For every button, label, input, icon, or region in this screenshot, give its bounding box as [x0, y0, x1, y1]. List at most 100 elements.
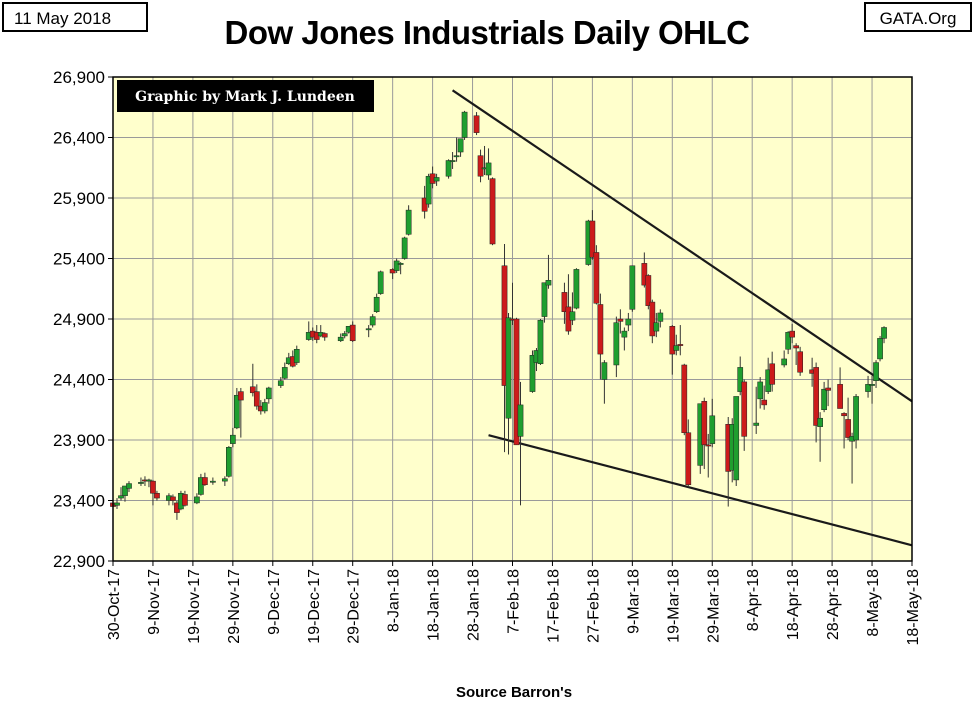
ohlc-bar [617, 309, 624, 334]
ohlc-bar [517, 381, 524, 506]
bar-body [649, 301, 656, 337]
bar-body [569, 311, 576, 321]
ohlc-bar [797, 346, 803, 376]
bar-body [445, 160, 452, 177]
ohlc-bar [182, 490, 188, 507]
ohlc-bar [753, 386, 760, 434]
ohlc-bar [837, 367, 843, 409]
date-label: 11 May 2018 [2, 2, 148, 32]
bar-body [757, 381, 764, 400]
x-tick-label: 27-Feb-18 [585, 569, 602, 643]
y-tick-label: 24,400 [53, 371, 105, 390]
bar-body [793, 345, 799, 349]
bar-body [202, 477, 208, 486]
ohlc-bar [865, 375, 871, 398]
y-axis-labels: 22,900 23,400 23,900 24,400 24,900 25,400 25,9… [53, 68, 105, 571]
bar-body [681, 364, 688, 433]
bar-body [593, 252, 600, 304]
ohlc-bar [757, 377, 764, 409]
bar-body [785, 332, 792, 350]
ohlc-bar [421, 185, 428, 219]
ohlc-bar [365, 325, 372, 338]
ohlc-bar [473, 112, 480, 136]
bar-body [261, 402, 268, 412]
bar-body [601, 362, 608, 380]
ohlc-bar [677, 325, 684, 356]
ohlc-bar [425, 173, 432, 208]
ohlc-bar [373, 293, 380, 313]
ohlc-bar [653, 312, 660, 338]
bar-body [669, 326, 676, 355]
bar-body [865, 384, 871, 392]
ohlc-bar [629, 265, 636, 312]
ohlc-bar [321, 332, 328, 341]
bar-body [265, 387, 272, 400]
ohlc-bar [657, 309, 664, 328]
ohlc-bar [226, 446, 232, 478]
bar-body [293, 349, 300, 363]
ohlc-bar [741, 379, 748, 451]
ohlc-bar [529, 350, 536, 393]
bar-body [529, 355, 536, 392]
bar-body [709, 415, 716, 444]
bar-body [645, 275, 652, 306]
bar-body [629, 265, 636, 310]
bar-body [517, 404, 524, 437]
site-label: GATA.Org [864, 2, 972, 32]
ohlc-bar [397, 262, 404, 275]
y-tick-label: 26,400 [53, 129, 105, 148]
ohlc-bar [601, 360, 608, 404]
ohlc-bar [461, 110, 468, 140]
ohlc-bar [198, 473, 204, 496]
bar-body [597, 304, 604, 355]
bar-body [737, 367, 744, 392]
ohlc-bar [737, 356, 744, 396]
bar-body [146, 479, 152, 482]
ohlc-bar [761, 385, 768, 410]
bar-body [705, 444, 712, 447]
ohlc-bar [261, 398, 268, 414]
bar-body [222, 478, 228, 482]
bar-body [873, 362, 879, 381]
bar-body [389, 269, 396, 274]
x-tick-label: 29-Nov-17 [226, 569, 243, 644]
ohlc-bar [589, 210, 596, 260]
x-tick-label: 18-Apr-18 [785, 569, 802, 640]
ohlc-bar [341, 331, 348, 339]
bar-body [573, 269, 580, 309]
ohlc-bar [265, 386, 272, 404]
bar-body [485, 162, 492, 176]
ohlc-bar [449, 152, 456, 169]
ohlc-bar [118, 487, 124, 501]
x-axis-labels: 30-Oct-17 9-Nov-17 19-Nov-17 29-Nov-17 9-Dec… [106, 569, 922, 646]
bar-body [821, 388, 827, 410]
y-tick-label: 26,900 [53, 68, 105, 87]
ohlc-bar [561, 282, 568, 324]
ohlc-bar [222, 476, 228, 486]
bar-body [477, 155, 484, 177]
bar-body [457, 138, 464, 153]
x-tick-label: 9-Dec-17 [266, 569, 283, 635]
bar-body [321, 333, 328, 338]
ohlc-bar [649, 299, 656, 344]
ohlc-bar [230, 427, 236, 448]
bar-body [138, 482, 144, 484]
bar-body [397, 263, 404, 265]
ohlc-bar [150, 479, 156, 506]
y-tick-label: 25,400 [53, 250, 105, 269]
bar-body [841, 413, 847, 417]
ohlc-bar [210, 477, 216, 485]
chart-title: Dow Jones Industrials Daily OHLC [224, 14, 750, 51]
bar-body [541, 282, 548, 317]
bar-body [869, 384, 875, 386]
bar-body [150, 480, 156, 494]
bar-body [673, 345, 680, 351]
bar-body [657, 312, 664, 322]
ohlc-bar [489, 177, 496, 246]
plot-border [112, 76, 913, 562]
bar-body [733, 396, 740, 481]
ohlc-bar [793, 343, 799, 365]
bar-body [421, 197, 428, 212]
x-tick-label: 19-Nov-17 [186, 569, 203, 644]
